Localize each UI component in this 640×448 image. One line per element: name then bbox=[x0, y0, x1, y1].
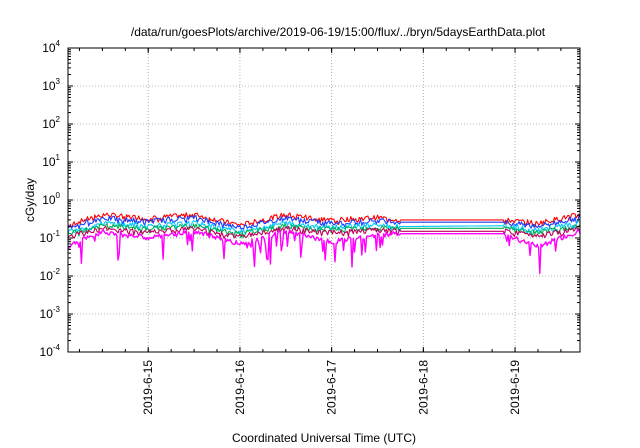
x-tick-label: 2019-6-18 bbox=[416, 360, 430, 415]
chart-title: /data/run/goesPlots/archive/2019-06-19/1… bbox=[131, 25, 546, 39]
y-tick-label: 10-3 bbox=[40, 305, 61, 321]
grid bbox=[68, 48, 580, 352]
series-line-3 bbox=[67, 220, 581, 235]
series-line-5 bbox=[67, 225, 581, 239]
series-line-6 bbox=[67, 229, 581, 275]
x-axis-label: Coordinated Universal Time (UTC) bbox=[232, 431, 416, 445]
x-axis: 2019-6-15 2019-6-16 2019-6-17 2019-6-18 2019… bbox=[78, 48, 562, 415]
x-tick-label: 2019-6-19 bbox=[508, 360, 522, 415]
y-tick-label: 104 bbox=[42, 39, 60, 55]
series-layer bbox=[67, 212, 581, 275]
y-tick-label: 10-2 bbox=[40, 267, 61, 283]
x-tick-label: 2019-6-15 bbox=[141, 360, 155, 415]
y-tick-label: 10-1 bbox=[40, 229, 61, 245]
y-tick-label: 101 bbox=[42, 153, 60, 169]
x-tick-label: 2019-6-17 bbox=[325, 360, 339, 415]
y-tick-label: 103 bbox=[42, 77, 60, 93]
y-tick-label: 10-4 bbox=[40, 343, 61, 359]
x-tick-label: 2019-6-16 bbox=[233, 360, 247, 415]
y-tick-label: 100 bbox=[42, 191, 60, 207]
series-line-1 bbox=[67, 212, 581, 230]
y-tick-label: 102 bbox=[42, 115, 60, 131]
y-axis: 10-4 10-3 10-2 10-1 100 101 102 103 104 bbox=[40, 39, 580, 359]
y-axis-label: cGy/day bbox=[23, 178, 37, 222]
series-line-4 bbox=[67, 223, 581, 239]
